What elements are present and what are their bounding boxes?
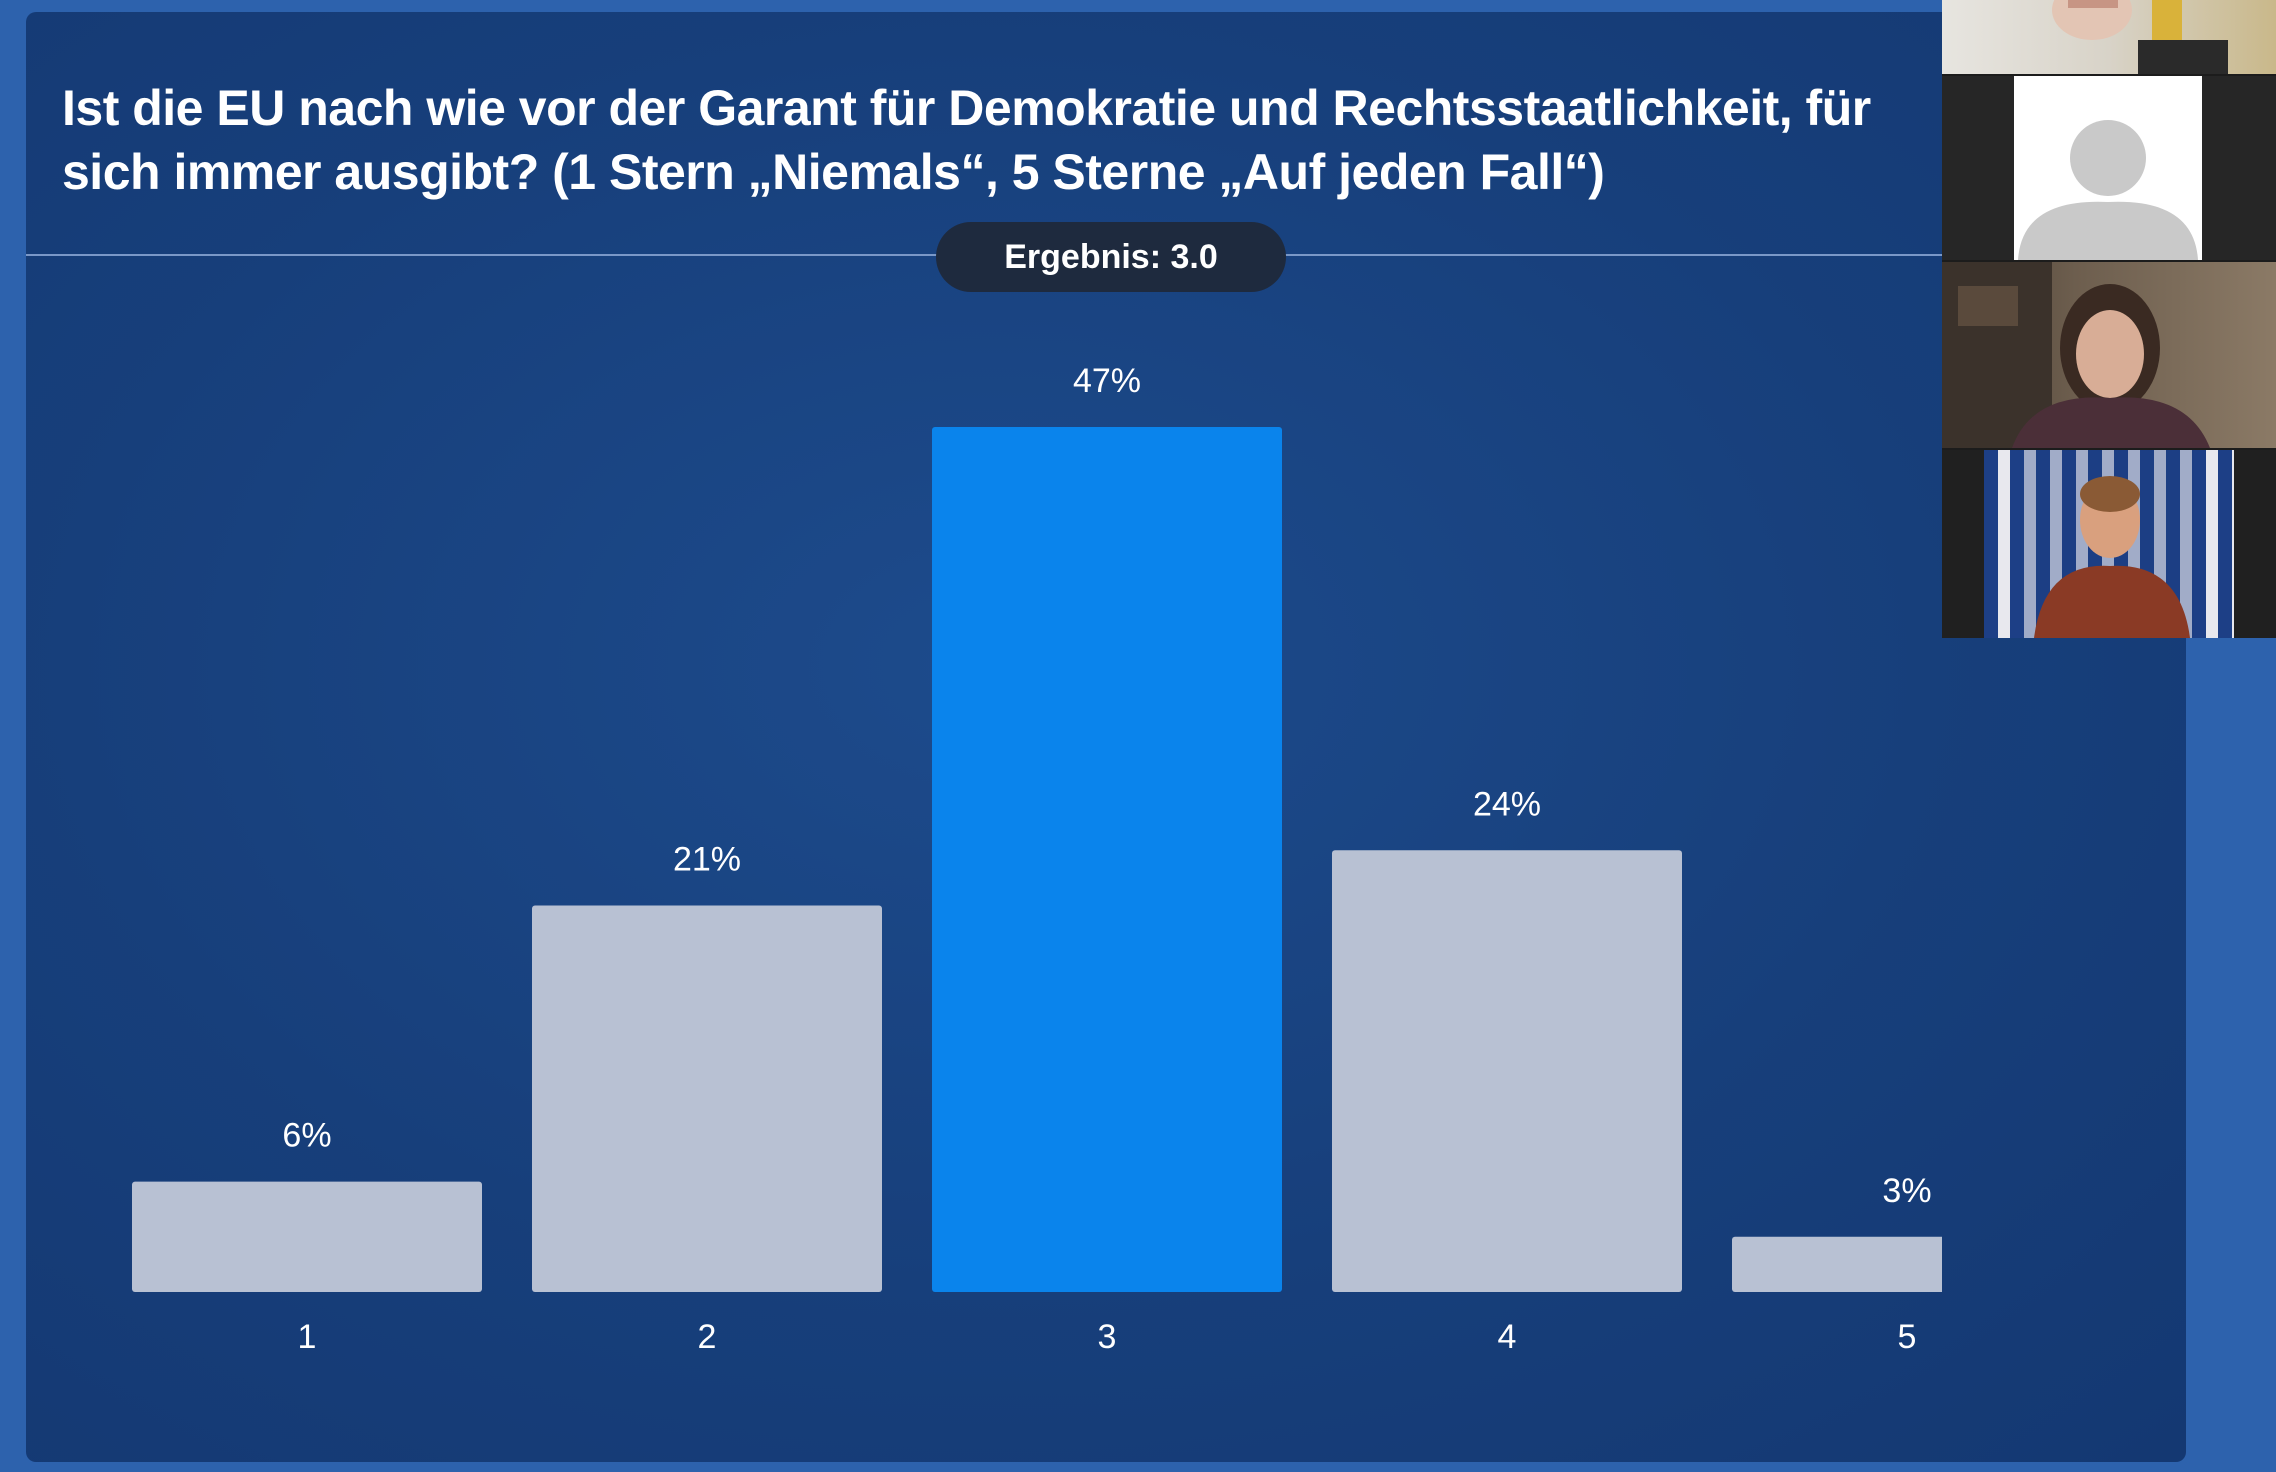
results-bar-chart: 6% 1 21% 2 47% 3 24% 4 3% 5: [132, 362, 1942, 1356]
bar-4: [1332, 850, 1682, 1292]
person-video-icon: [2024, 450, 2194, 638]
category-label: 4: [1498, 1318, 1517, 1356]
bar-value-label: 21%: [673, 841, 741, 879]
person-placeholder-icon: [2018, 120, 2198, 260]
bar-value-label: 6%: [282, 1117, 331, 1155]
category-label: 1: [298, 1318, 317, 1356]
poll-question: Ist die EU nach wie vor der Garant für D…: [62, 80, 1871, 200]
participant-video-2[interactable]: [1942, 76, 2276, 260]
category-label: 3: [1098, 1318, 1117, 1356]
person-video-icon: [2052, 0, 2228, 74]
bar-value-label: 24%: [1473, 785, 1541, 823]
video-participants-panel: [1942, 0, 2276, 638]
bar-1: [132, 1181, 482, 1292]
participant-video-3[interactable]: [1942, 262, 2276, 448]
result-badge: Ergebnis: 3.0: [936, 222, 1286, 292]
bar-2: [532, 905, 882, 1292]
category-label: 2: [698, 1318, 717, 1356]
bar-value-label: 47%: [1073, 362, 1141, 400]
video-background: [1984, 450, 2234, 638]
avatar-placeholder: [2014, 76, 2202, 260]
bar-value-label: 3%: [1882, 1172, 1931, 1210]
person-video-icon: [1942, 262, 2210, 448]
bar-3: [932, 427, 1282, 1292]
category-label: 5: [1898, 1318, 1917, 1356]
participant-video-4[interactable]: [1942, 450, 2276, 638]
participant-video-1[interactable]: [1942, 0, 2276, 74]
bar-5: [1732, 1236, 1942, 1292]
